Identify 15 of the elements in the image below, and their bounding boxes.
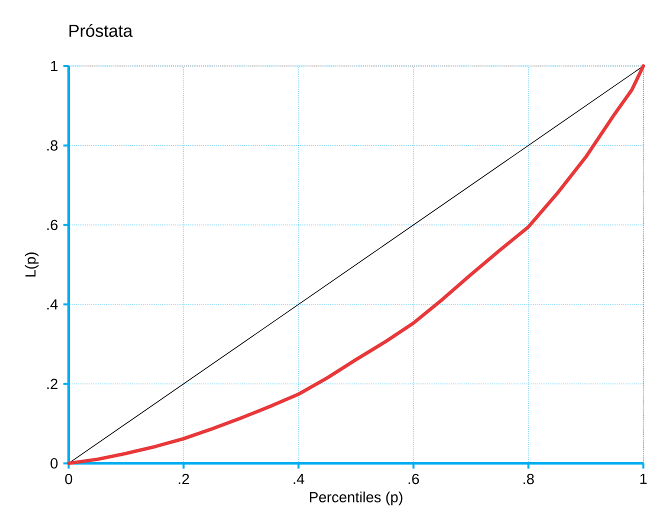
chart-title: Próstata [70, 24, 133, 37]
y-axis-title: L(p) [24, 252, 39, 276]
y-tick-label: .2 [47, 378, 58, 389]
x-tick-label: 0 [65, 474, 72, 484]
x-tick-label: .6 [408, 474, 419, 484]
x-tick-label: .2 [178, 474, 189, 484]
y-tick-label: .8 [47, 140, 58, 151]
y-tick-label: .4 [47, 299, 58, 310]
x-tick-label: .8 [524, 474, 534, 484]
y-tick-label: .6 [47, 220, 58, 230]
x-axis-title: Percentiles (p) [310, 492, 402, 506]
x-tick-label: 1 [640, 474, 647, 484]
y-tick-label: 1 [51, 60, 58, 72]
y-tick-label: 0 [50, 458, 58, 469]
x-tick-label: .4 [294, 474, 304, 484]
